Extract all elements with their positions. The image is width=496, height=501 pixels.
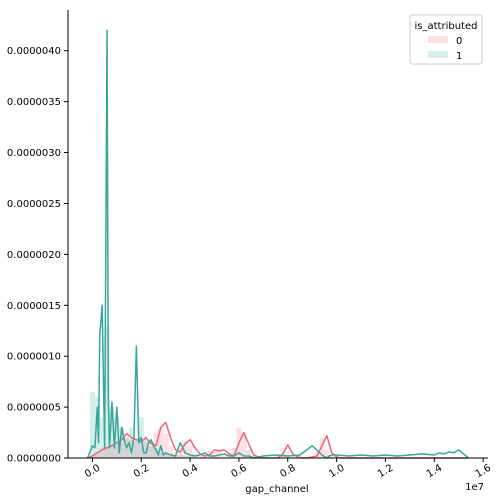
axes: 0.00000000.00000050.00000100.00000150.00…: [7, 10, 493, 480]
hist-bar-0: [177, 447, 183, 458]
hist-bar-0: [251, 455, 257, 458]
hist-bar-1: [89, 391, 95, 458]
hist-bar-1: [168, 453, 173, 458]
hist-bar-1: [143, 439, 149, 458]
hist-bar-0: [119, 439, 125, 458]
x-tick-label: 0.2: [132, 463, 151, 480]
hist-bar-0: [133, 441, 139, 458]
hist-bar-0: [246, 449, 252, 458]
hist-bar-0: [138, 439, 144, 458]
y-tick-label: 0.0000030: [7, 148, 61, 159]
y-tick-label: 0.0000040: [7, 46, 61, 57]
legend-title: is_attributed: [415, 21, 478, 32]
hist-bar-0: [89, 455, 95, 458]
hist-bar-0: [109, 445, 115, 458]
legend-swatch-0: [428, 36, 448, 43]
y-tick-label: 0.0000035: [7, 97, 61, 108]
hist-bar-1: [133, 437, 139, 458]
hist-bar-1: [104, 325, 110, 458]
hist-bar-0: [168, 445, 173, 458]
hist-bar-0: [197, 455, 203, 458]
hist-bar-0: [163, 433, 169, 458]
hist-bar-0: [231, 447, 237, 458]
legend-frame: [409, 14, 483, 65]
y-tick-label: 0.0000005: [7, 403, 61, 414]
x-axis-label: gap_channel: [245, 484, 308, 495]
hist-bar-1: [177, 454, 183, 458]
plot-area: [86, 29, 469, 459]
hist-bar-1: [153, 447, 159, 458]
x-tick-label: 1.4: [425, 463, 444, 480]
y-tick-label: 0.0000015: [7, 301, 61, 312]
kde-line-0: [87, 421, 469, 459]
legend-entry-0: 0: [456, 36, 462, 47]
hist-bar-1: [163, 452, 169, 458]
hist-bar-0: [114, 441, 120, 458]
hist-bar-0: [104, 445, 110, 458]
hist-bar-1: [129, 427, 134, 458]
hist-bar-0: [290, 456, 296, 458]
y-tick-label: 0.0000020: [7, 250, 61, 261]
x-tick-label: 0.0: [83, 463, 102, 480]
hist-bar-0: [324, 449, 330, 458]
hist-bar-0: [182, 441, 188, 458]
hist-bar-0: [319, 437, 325, 458]
x-tick-label: 1.2: [376, 463, 395, 480]
hist-bar-0: [216, 449, 222, 458]
hist-bar-1: [182, 455, 188, 458]
hist-bar-0: [241, 432, 247, 458]
hist-bar-1: [148, 445, 154, 458]
x-tick-label: 0.6: [230, 463, 249, 480]
hist-bar-1: [158, 452, 164, 458]
kde-line-1: [86, 29, 469, 459]
x-tick-label: 1.6: [474, 463, 493, 480]
x-offset-label: 1e7: [465, 482, 484, 493]
legend: is_attributed 0 1: [409, 14, 483, 65]
hist-bar-0: [221, 453, 227, 458]
hist-bar-1: [187, 455, 193, 458]
hist-bar-0: [329, 455, 335, 458]
x-tick-label: 0.8: [278, 463, 297, 480]
hist-bar-0: [158, 427, 164, 458]
legend-swatch-1: [428, 51, 448, 58]
hist-bar-1: [119, 427, 125, 458]
hist-bar-1: [99, 417, 105, 458]
hist-bar-0: [94, 451, 100, 458]
hist-bar-0: [99, 447, 105, 458]
legend-entry-1: 1: [456, 51, 462, 62]
hist-bar-0: [275, 455, 281, 458]
y-tick-label: 0.0000025: [7, 199, 61, 210]
y-tick-label: 0.0000000: [7, 454, 61, 465]
x-tick-label: 1.0: [327, 463, 346, 480]
hist-bar-0: [148, 445, 154, 458]
hist-bar-0: [226, 455, 232, 458]
hist-bar-0: [212, 451, 217, 458]
hist-bar-1: [114, 417, 120, 458]
y-tick-label: 0.0000010: [7, 352, 61, 363]
x-tick-label: 0.4: [181, 463, 200, 480]
hist-bar-0: [187, 445, 193, 458]
hist-bar-1: [109, 407, 115, 458]
